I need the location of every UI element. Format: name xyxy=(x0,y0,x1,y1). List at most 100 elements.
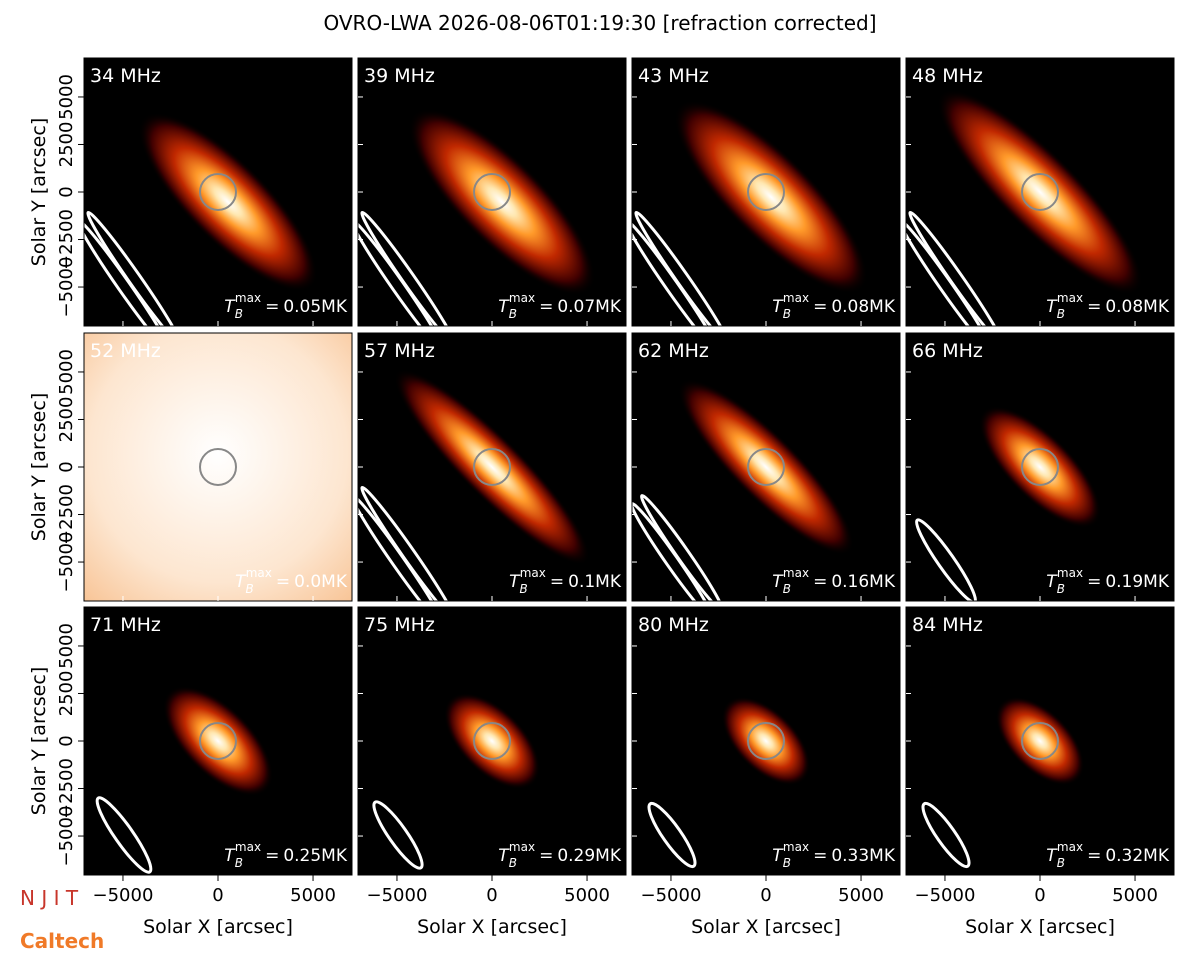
tb-part: 0.1MK xyxy=(568,572,622,592)
tb-part: 0.19MK xyxy=(1105,572,1170,592)
caltech-logo: Caltech xyxy=(20,929,104,953)
tb-part: B xyxy=(509,307,517,321)
panel: 62 MHz TBmax = 0.16MK xyxy=(631,332,901,602)
y-tick-label: 5000 xyxy=(56,349,77,395)
solar-disk xyxy=(473,448,511,486)
tb-annotation: TBmax = 0.29MK xyxy=(498,840,622,870)
tb-annotation: TBmax = 0.32MK xyxy=(1046,840,1170,870)
emission xyxy=(138,112,318,292)
y-tick-label: 0 xyxy=(56,461,77,472)
tb-part: max xyxy=(783,291,809,305)
emission xyxy=(162,685,274,797)
beam xyxy=(634,210,730,326)
tb-part: 0.32MK xyxy=(1105,846,1170,866)
solar-disk xyxy=(747,173,785,211)
tb-part: = xyxy=(1087,572,1101,592)
x-tick-label: 0 xyxy=(212,885,223,906)
image-bg xyxy=(84,333,352,601)
tb-part: T xyxy=(1046,572,1058,592)
panel: 39 MHz TBmax = 0.07MK xyxy=(357,57,627,327)
image xyxy=(84,607,352,875)
y-tick-label: −2500 xyxy=(56,758,77,819)
tb-part: 0.07MK xyxy=(557,297,622,317)
y-axis-label: Solar Y [arcsec] xyxy=(28,667,50,815)
tb-part: = xyxy=(539,297,553,317)
x-tick-label: 0 xyxy=(1034,885,1045,906)
panel-title: 80 MHz xyxy=(638,614,709,636)
y-tick-label: −2500 xyxy=(56,484,77,545)
tb-part: B xyxy=(520,582,528,596)
panel: 66 MHz TBmax = 0.19MK xyxy=(905,332,1175,602)
beam xyxy=(640,494,724,601)
solar-disk xyxy=(199,448,237,486)
tb-part: 0.29MK xyxy=(557,846,622,866)
tb-part: T xyxy=(772,846,784,866)
y-tick-label: −5000 xyxy=(56,257,77,318)
tb-part: B xyxy=(783,856,791,870)
beam xyxy=(915,518,977,601)
image xyxy=(84,333,352,601)
solar-disk xyxy=(1021,722,1059,760)
panel-title: 57 MHz xyxy=(364,340,435,362)
x-axis-label: Solar X [arcsec] xyxy=(417,916,567,938)
tb-part: max xyxy=(509,291,535,305)
y-axis-label: Solar Y [arcsec] xyxy=(28,393,50,541)
tb-part: 0.08MK xyxy=(1105,297,1170,317)
tb-part: T xyxy=(498,297,510,317)
tb-part: = xyxy=(813,297,827,317)
tb-part: max xyxy=(783,840,809,854)
panel-title: 66 MHz xyxy=(912,340,983,362)
image xyxy=(632,333,900,601)
tb-part: = xyxy=(1087,297,1101,317)
tb-part: = xyxy=(550,572,564,592)
y-tick-label: −5000 xyxy=(56,806,77,867)
panel: 48 MHz TBmax = 0.08MK xyxy=(905,57,1175,327)
image xyxy=(632,58,900,326)
solar-disk xyxy=(199,173,237,211)
tb-part: = xyxy=(813,846,827,866)
panel: 43 MHz TBmax = 0.08MK xyxy=(631,57,901,327)
tb-part: = xyxy=(276,572,290,592)
x-tick-label: 5000 xyxy=(838,885,884,906)
tb-part: T xyxy=(509,572,521,592)
tb-part: T xyxy=(235,572,247,592)
tb-part: T xyxy=(772,297,784,317)
solar-disk xyxy=(473,173,511,211)
tb-annotation: TBmax = 0.25MK xyxy=(224,840,348,870)
x-tick-label: −5000 xyxy=(93,885,154,906)
tb-part: = xyxy=(813,572,827,592)
njit-logo: N J I T xyxy=(20,886,79,910)
tb-part: T xyxy=(1046,297,1058,317)
x-axis-label: Solar X [arcsec] xyxy=(691,916,841,938)
beam xyxy=(921,801,971,869)
y-tick-label: −5000 xyxy=(56,532,77,593)
tb-annotation: TBmax = 0.1MK xyxy=(509,566,622,596)
x-tick-label: −5000 xyxy=(641,885,702,906)
tb-part: = xyxy=(265,297,279,317)
tb-part: max xyxy=(1057,840,1083,854)
emission xyxy=(995,696,1085,786)
tb-part: max xyxy=(1057,291,1083,305)
image xyxy=(358,58,626,326)
y-tick-label: 2500 xyxy=(56,397,77,443)
tb-annotation: TBmax = 0.07MK xyxy=(498,291,622,321)
solar-disk xyxy=(747,448,785,486)
solar-disk xyxy=(473,722,511,760)
tb-part: max xyxy=(1057,566,1083,580)
tb-part: T xyxy=(498,846,510,866)
tb-part: 0.33MK xyxy=(831,846,896,866)
tb-annotation: TBmax = 0.33MK xyxy=(772,840,896,870)
solar-disk xyxy=(1021,173,1059,211)
beam xyxy=(95,796,153,874)
panel-title: 62 MHz xyxy=(638,340,709,362)
panel-title: 39 MHz xyxy=(364,65,435,87)
tb-part: max xyxy=(235,840,261,854)
emission xyxy=(937,89,1143,295)
tb-part: B xyxy=(1057,856,1065,870)
tb-part: B xyxy=(235,856,243,870)
tb-part: B xyxy=(783,307,791,321)
image xyxy=(906,58,1174,326)
beam xyxy=(372,800,424,870)
y-axis-label: Solar Y [arcsec] xyxy=(28,118,50,266)
